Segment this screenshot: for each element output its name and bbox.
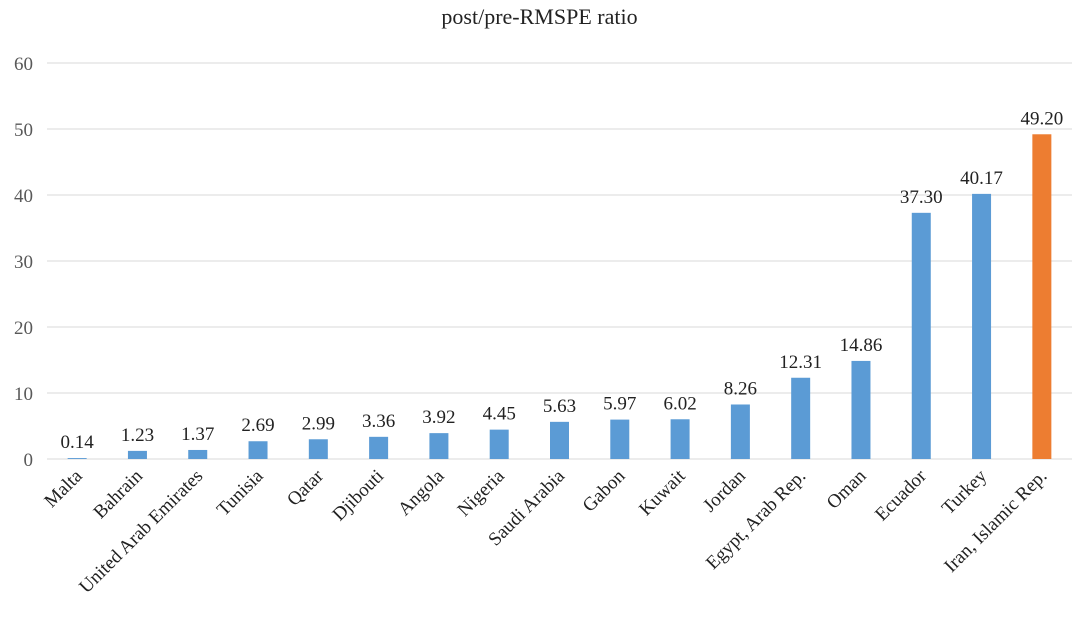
data-label: 5.63: [543, 396, 576, 417]
bar-iran-islamic-rep-: [1032, 134, 1052, 459]
bar-angola: [429, 433, 449, 459]
bar-tunisia: [248, 441, 268, 459]
data-label: 3.36: [362, 411, 395, 432]
data-label: 37.30: [900, 187, 943, 208]
x-tick-label: Gabon: [579, 465, 630, 516]
bar-nigeria: [489, 429, 509, 459]
y-tick-label: 40: [14, 186, 33, 207]
x-tick-label: Ecuador: [871, 465, 931, 525]
data-label: 49.20: [1020, 108, 1063, 129]
x-tick-label: Djibouti: [329, 466, 389, 526]
x-tick-label: Iran, Islamic Rep.: [940, 466, 1051, 577]
bars: [67, 134, 1052, 460]
y-tick-label: 30: [14, 252, 33, 273]
y-tick-label: 20: [14, 318, 33, 339]
x-tick-label: Bahrain: [90, 465, 148, 523]
x-tick-label: Angola: [394, 465, 449, 520]
data-label: 6.02: [663, 393, 696, 414]
y-tick-label: 60: [14, 54, 33, 75]
bar-turkey: [972, 193, 992, 460]
data-label: 2.99: [302, 413, 335, 434]
bar-kuwait: [670, 419, 690, 459]
data-label: 2.69: [241, 415, 274, 436]
y-tick-label: 0: [24, 450, 34, 471]
chart-title: post/pre-RMSPE ratio: [441, 4, 638, 29]
x-tick-label: Kuwait: [635, 465, 690, 520]
data-label: 5.97: [603, 394, 636, 415]
data-label: 3.92: [422, 407, 455, 428]
bar-jordan: [730, 404, 750, 459]
x-tick-label: Nigeria: [454, 465, 510, 521]
data-label: 12.31: [779, 352, 822, 373]
data-label: 8.26: [724, 378, 757, 399]
y-axis-tick-labels: 0 10 20 30 40 50 60: [14, 54, 33, 471]
bar-ecuador: [911, 212, 931, 459]
y-tick-label: 10: [14, 384, 33, 405]
bar-djibouti: [369, 436, 389, 459]
x-tick-label: Jordan: [699, 465, 750, 516]
x-tick-label: Oman: [823, 465, 871, 513]
data-label: 14.86: [840, 335, 883, 356]
bar-gabon: [610, 419, 630, 459]
x-tick-label: Malta: [40, 465, 87, 512]
data-label: 1.37: [181, 424, 214, 445]
data-labels: 0.14 1.23 1.37 2.69 2.99 3.36 3.92 4.45 5.63 5.97…: [61, 108, 1064, 453]
x-tick-label: Turkey: [938, 465, 992, 519]
bar-oman: [851, 360, 871, 459]
data-label: 4.45: [483, 404, 516, 425]
data-label: 1.23: [121, 425, 154, 446]
gridlines: [47, 62, 1072, 460]
bar-united-arab-emirates: [188, 449, 208, 459]
bar-qatar: [308, 439, 328, 459]
data-label: 40.17: [960, 168, 1003, 189]
data-label: 0.14: [61, 432, 95, 453]
x-tick-label: Qatar: [283, 465, 328, 510]
bar-bahrain: [127, 450, 147, 459]
y-tick-label: 50: [14, 120, 33, 141]
x-tick-label: Tunisia: [213, 465, 268, 520]
bar-egypt-arab-rep-: [791, 377, 811, 459]
bar-saudi-arabia: [550, 421, 569, 459]
bar-malta: [67, 458, 87, 459]
